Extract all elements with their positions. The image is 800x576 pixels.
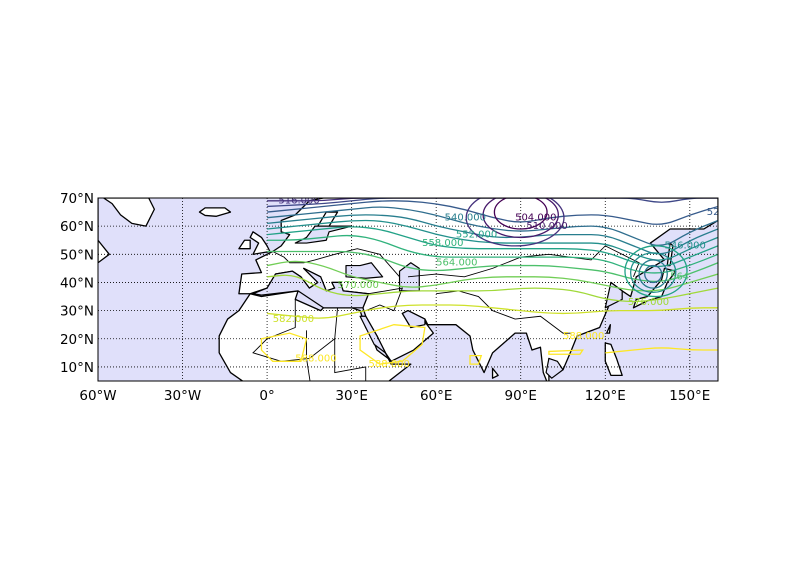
low-pressure-contours xyxy=(260,198,688,365)
x-tick-label: 120°E xyxy=(585,388,626,404)
x-tick-label: 30°W xyxy=(164,388,201,404)
x-tick-label: 150°E xyxy=(669,388,710,404)
x-tick-label: 60°W xyxy=(79,388,116,404)
contour-label: 564.000 xyxy=(436,258,477,269)
yellow-sea xyxy=(604,281,623,309)
contour-516 xyxy=(267,198,718,202)
country-border xyxy=(272,248,400,278)
x-tick-label: 90°E xyxy=(504,388,536,404)
contour-closed-low xyxy=(624,245,688,298)
y-tick-label: 20°N xyxy=(60,332,94,348)
y-tick-label: 30°N xyxy=(60,304,94,320)
contour-label: 588.000 xyxy=(369,359,410,370)
persian-gulf xyxy=(401,310,426,329)
contour-label: 582.000 xyxy=(273,314,314,325)
y-tick-label: 50°N xyxy=(60,247,94,263)
country-border xyxy=(407,245,640,278)
contour-576 xyxy=(267,274,718,303)
contour-588-cell xyxy=(359,324,426,365)
contour-570 xyxy=(266,260,718,292)
contour-546 xyxy=(267,219,718,261)
country-border xyxy=(365,287,404,312)
x-axis-ticks: 60°W 30°W 0° 30°E 60°E 90°E 120°E 150°E xyxy=(79,388,710,404)
x-tick-label: 30°E xyxy=(335,388,367,404)
land-greenland xyxy=(102,198,156,227)
red-sea xyxy=(359,315,389,360)
bay-gulf-thailand xyxy=(545,357,564,379)
contour-label: 588.000 xyxy=(563,331,604,342)
country-border xyxy=(334,338,367,381)
y-tick-label: 40°N xyxy=(60,275,94,291)
contour-564 xyxy=(267,250,718,283)
y-tick-label: 10°N xyxy=(60,360,94,376)
y-axis-ticks: 10°N 20°N 30°N 40°N 50°N 60°N 70°N xyxy=(60,191,94,376)
contour-534 xyxy=(267,206,718,246)
black-sea xyxy=(345,262,384,279)
mediterranean xyxy=(252,267,370,309)
contour-540 xyxy=(267,214,718,255)
contour-closed-low xyxy=(493,198,548,230)
contour-588-cell xyxy=(469,355,483,365)
contour-label: 558.000 xyxy=(422,238,463,249)
contour-label: 576.000 xyxy=(628,297,669,308)
contour-582 xyxy=(267,304,718,319)
contour-label: 540.000 xyxy=(445,213,486,224)
land-britain xyxy=(249,231,271,255)
contour-label: 528.000 xyxy=(707,207,748,218)
contour-label: 510.000 xyxy=(526,221,567,232)
contour-closed-low xyxy=(482,198,559,239)
x-tick-label: 0° xyxy=(259,388,274,404)
contour-588 xyxy=(605,347,718,354)
contour-label: 570.000 xyxy=(338,280,379,291)
contour-552 xyxy=(267,226,718,268)
contour-closed-low xyxy=(629,252,677,293)
land-taiwan xyxy=(606,324,611,334)
y-tick-label: 60°N xyxy=(60,219,94,235)
land-iceland xyxy=(198,207,232,217)
contour-588-cell xyxy=(260,332,308,362)
map-frame xyxy=(97,197,719,382)
contour-528 xyxy=(267,200,718,225)
contour-label: 516.000 xyxy=(278,196,319,207)
y-tick-label: 70°N xyxy=(60,191,94,207)
contour-label: 564 xyxy=(670,272,689,283)
x-tick-label: 60°E xyxy=(420,388,452,404)
contour-label: 504.000 xyxy=(515,213,556,224)
land-sri_lanka xyxy=(491,367,499,379)
contour-label: 552.000 xyxy=(456,229,497,240)
contour-label: 546.000 xyxy=(664,241,705,252)
contour-label: 588.000 xyxy=(295,353,336,364)
contour-closed-low xyxy=(465,198,565,247)
land-canada xyxy=(98,198,110,264)
contour-closed-low xyxy=(638,259,668,289)
country-border xyxy=(436,290,572,334)
contour-closed-low xyxy=(644,264,663,284)
land-ireland xyxy=(238,239,251,250)
contour-588-cell xyxy=(548,349,584,355)
